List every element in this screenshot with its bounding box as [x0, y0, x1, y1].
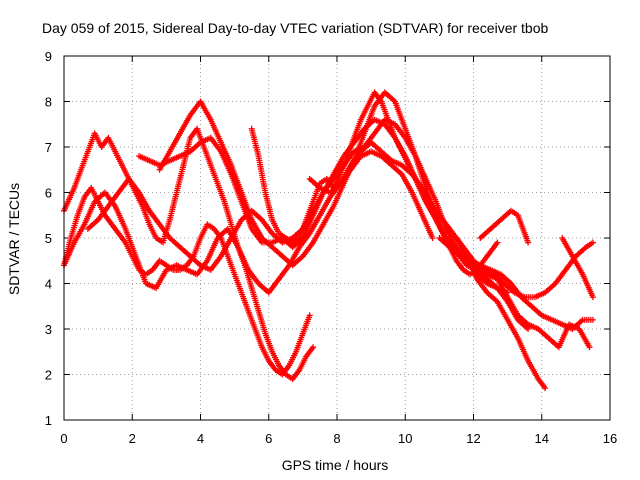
y-axis-label: SDTVAR / TECUs: [6, 183, 22, 295]
data-point-marker: [310, 344, 317, 351]
chart-title: Day 059 of 2015, Sidereal Day-to-day VTE…: [42, 20, 549, 36]
x-tick-label: 2: [129, 431, 136, 446]
data-points: [61, 89, 596, 392]
x-tick-label: 6: [265, 431, 272, 446]
data-point-marker: [589, 316, 596, 323]
data-point-marker: [589, 239, 596, 246]
data-point-marker: [494, 239, 501, 246]
y-tick-label: 3: [45, 322, 52, 337]
x-tick-label: 12: [466, 431, 480, 446]
x-tick-label: 10: [398, 431, 412, 446]
x-tick-label: 4: [197, 431, 204, 446]
data-point-marker: [306, 312, 313, 319]
data-point-marker: [589, 294, 596, 301]
plot-frame: [63, 55, 611, 421]
x-tick-label: 8: [333, 431, 340, 446]
data-point-marker: [525, 239, 532, 246]
y-tick-label: 5: [45, 231, 52, 246]
y-tick-label: 8: [45, 95, 52, 110]
x-tick-label: 14: [535, 431, 549, 446]
y-tick-label: 1: [45, 413, 52, 428]
x-tick-label: 16: [603, 431, 617, 446]
x-tick-label: 0: [60, 431, 67, 446]
data-point-marker: [542, 385, 549, 392]
y-tick-label: 2: [45, 368, 52, 383]
y-tick-label: 4: [45, 277, 52, 292]
y-tick-label: 6: [45, 186, 52, 201]
y-tick-label: 9: [45, 49, 52, 64]
data-point-marker: [586, 344, 593, 351]
data-point-marker: [429, 235, 436, 241]
x-axis-label: GPS time / hours: [282, 457, 389, 473]
y-tick-label: 7: [45, 140, 52, 155]
